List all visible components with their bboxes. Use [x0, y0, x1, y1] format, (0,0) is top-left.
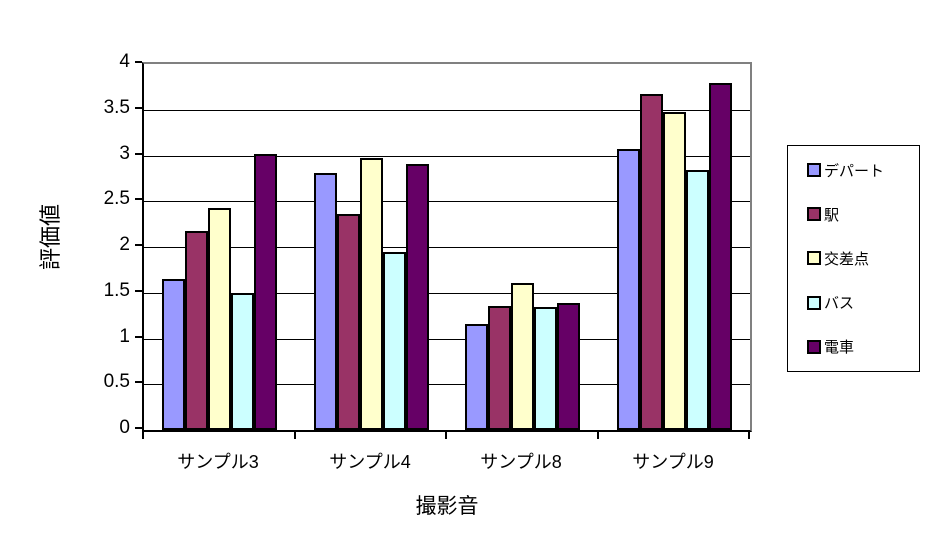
x-tick-mark: [142, 432, 144, 439]
gridlines-layer: [144, 64, 750, 430]
category-label-サンプル9: サンプル9: [632, 452, 714, 472]
x-tick-mark: [445, 432, 447, 439]
gridline: [144, 247, 750, 248]
x-tick-mark: [294, 432, 296, 439]
y-tick-label-3.5: 3.5: [103, 96, 130, 118]
y-tick-label-0: 0: [119, 417, 130, 438]
x-tick-mark: [597, 432, 599, 439]
y-tick-mark: [135, 198, 142, 201]
bar-サンプル4-デパート: [314, 173, 337, 430]
bar-サンプル3-交差点: [208, 208, 231, 430]
y-tick-mark: [135, 335, 142, 338]
legend-item-交差点: 交差点: [788, 248, 919, 269]
bar-サンプル8-バス: [534, 307, 557, 430]
y-tick-label-3: 3: [119, 142, 130, 164]
y-tick-mark: [135, 106, 142, 109]
category-label-サンプル8: サンプル8: [480, 452, 562, 472]
legend-swatch-icon: [807, 163, 821, 178]
y-tick-mark: [135, 61, 142, 63]
y-tick-mark: [135, 427, 142, 429]
bar-サンプル3-電車: [254, 154, 277, 430]
bar-サンプル4-駅: [337, 214, 360, 430]
bar-サンプル3-駅: [185, 231, 208, 430]
category-label-サンプル3: サンプル3: [177, 452, 259, 472]
y-tick-label-1: 1: [119, 325, 130, 347]
y-tick-mark: [135, 152, 142, 155]
gridline: [144, 338, 750, 340]
bar-サンプル9-電車: [709, 83, 732, 430]
legend-label: デパート: [824, 162, 885, 180]
y-tick-mark: [135, 244, 142, 246]
legend-label: 交差点: [824, 250, 870, 268]
y-tick-label-4: 4: [119, 51, 130, 72]
bar-サンプル4-バス: [383, 252, 406, 430]
legend-item-駅: 駅: [788, 204, 919, 225]
bars-layer: [144, 64, 750, 430]
y-tick-label-2: 2: [119, 234, 130, 255]
category-label-サンプル4: サンプル4: [329, 452, 411, 472]
legend-label: 電車: [824, 339, 855, 357]
legend-item-デパート: デパート: [788, 160, 919, 181]
bar-サンプル9-駅: [640, 94, 663, 430]
legend-label: 駅: [824, 206, 840, 224]
bar-サンプル9-バス: [686, 170, 709, 430]
gridline: [144, 384, 750, 386]
x-axis-title: 撮影音: [415, 495, 479, 518]
legend-swatch-icon: [807, 295, 821, 310]
legend-item-バス: バス: [788, 292, 919, 313]
legend-swatch-icon: [807, 207, 821, 222]
bar-サンプル9-交差点: [663, 112, 686, 430]
y-tick-mark: [135, 289, 142, 292]
legend-item-電車: 電車: [788, 336, 919, 357]
x-axis-category-labels: サンプル3 サンプル4 サンプル8 サンプル9: [142, 450, 752, 474]
legend-swatch-icon: [807, 251, 821, 266]
bar-サンプル9-デパート: [617, 149, 640, 430]
gridline: [144, 292, 750, 294]
bar-サンプル8-電車: [557, 303, 580, 430]
y-axis-tick-labels: 4 3.5 3 2.5 2 1.5 1 0.5 0: [6, 51, 130, 438]
gridline: [144, 109, 750, 111]
bar-サンプル8-デパート: [465, 324, 488, 430]
bar-サンプル3-バス: [231, 293, 254, 430]
bar-サンプル3-デパート: [162, 279, 185, 430]
bar-サンプル4-電車: [406, 164, 429, 430]
gridline: [144, 201, 750, 203]
gridline: [144, 155, 750, 157]
y-tick-label-2.5: 2.5: [103, 188, 130, 210]
x-tick-mark: [748, 432, 750, 439]
plot-area: [142, 62, 752, 432]
legend: デパート駅交差点バス電車: [787, 145, 920, 372]
legend-label: バス: [824, 295, 855, 313]
bar-サンプル8-交差点: [511, 283, 534, 430]
y-tick-label-0.5: 0.5: [103, 371, 130, 393]
y-tick-label-1.5: 1.5: [103, 279, 130, 301]
y-tick-mark: [135, 381, 142, 384]
bar-サンプル8-駅: [488, 306, 511, 430]
bar-サンプル4-交差点: [360, 158, 383, 430]
legend-swatch-icon: [807, 339, 821, 354]
